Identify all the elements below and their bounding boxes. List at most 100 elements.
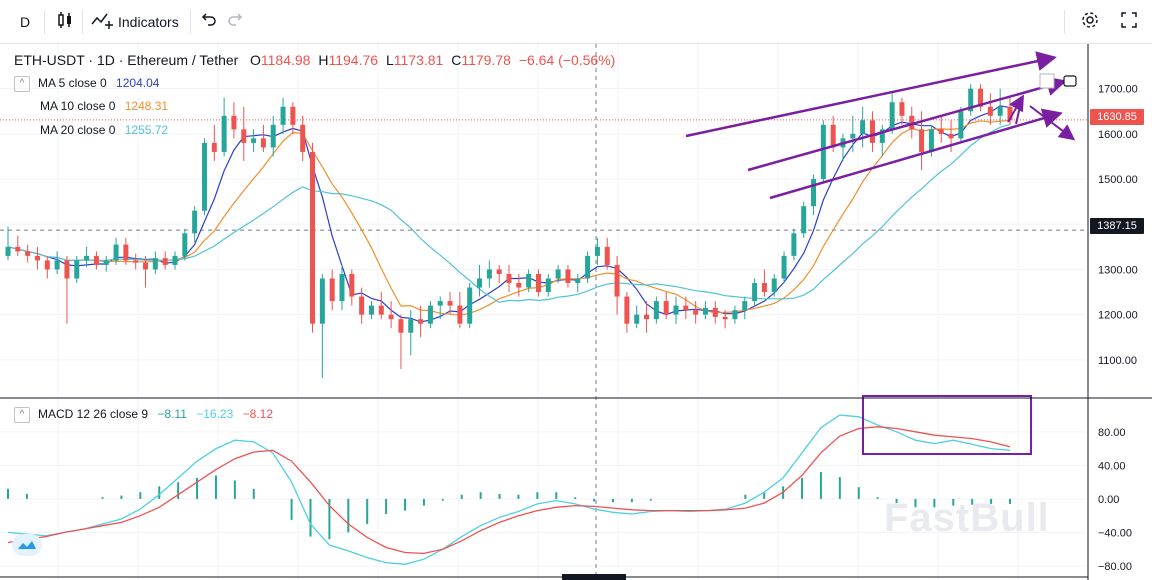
candle-body [310,151,316,324]
candle-body [398,319,404,333]
open-label: O [250,52,261,68]
candle-body [15,246,21,252]
scroll-down-icon [1039,73,1055,89]
candle-body [447,301,453,306]
interval-button[interactable]: D [20,14,31,30]
candle-body [172,255,178,265]
candle-body [329,278,335,302]
candle-body [25,251,31,256]
candle-body [752,283,758,302]
macd-tick-label: 0.00 [1098,494,1119,506]
open-value: 1184.98 [260,52,311,68]
price-tick-label: 1700.00 [1098,84,1138,96]
toolbar-divider [190,10,191,34]
redo-icon[interactable] [228,10,244,34]
candle-body [781,255,787,279]
candle-body [702,307,708,315]
ma5-value: 1204.04 [116,76,160,90]
candle-body [634,314,640,324]
candle-body [192,210,198,234]
bounce-arrow [1007,94,1025,123]
candle-body [44,260,50,270]
current-price-badge: 1630.85 [1090,109,1144,125]
trend-annotations [685,51,1076,455]
toolbar-divider [1064,10,1065,34]
visibility-toggle-icon[interactable]: ^ [14,75,30,92]
candle-body [978,88,984,107]
candle-body [820,124,826,180]
candle-body [251,138,257,143]
low-label: L [385,52,394,68]
candle-body [771,278,777,293]
symbol-title: ETH-USDT · 1D · Ethereum / Tether [14,52,239,68]
candle-body [732,310,738,320]
candle-body [506,273,512,284]
ma10-legend[interactable]: MA 10 close 0 1248.31 [40,97,168,115]
candle-body [850,133,856,139]
macd-line [7,414,1011,565]
high-value: 1194.76 [328,52,379,68]
price-tick-label: 1300.00 [1098,264,1138,276]
candle-body [5,246,11,256]
symbol-legend: ETH-USDT · 1D · Ethereum / Tether O1184.… [14,52,619,68]
candle-body [270,124,276,148]
candle-body [280,106,286,125]
candle-body [516,283,522,288]
ma10-label: MA 10 close 0 [40,99,116,113]
candle-body [477,278,483,288]
candle-body [644,314,650,320]
candle-body [624,296,630,324]
candle-body [693,310,699,315]
candle-body [241,129,247,143]
candle-body [968,88,974,112]
candle-body [359,296,365,315]
candle-body [919,129,925,152]
candle-body [143,262,149,270]
candle-body [879,129,885,143]
high-label: H [318,52,329,68]
candle-body [575,278,581,284]
undo-icon[interactable] [200,10,216,34]
candle-body [418,319,424,324]
close-value: 1179.78 [461,52,511,68]
candles-icon[interactable] [56,10,74,34]
indicators-icon[interactable] [90,10,114,34]
maximize-pane-icon [1063,75,1077,87]
signal-line [7,426,1011,555]
ma5-label: MA 5 close 0 [38,76,107,90]
candle-body [290,106,296,125]
settings-gear-icon[interactable] [1080,10,1100,34]
fullscreen-icon[interactable] [1120,10,1138,34]
candle-body [938,129,944,134]
candle-body [663,301,669,315]
candle-body [64,260,70,279]
macd-legend[interactable]: ^ MACD 12 26 close 9 −8.11 −16.23 −8.12 [14,405,273,423]
candle-body [408,319,414,333]
ma5-legend[interactable]: ^ MA 5 close 0 1204.04 [14,74,159,92]
candle-body [378,305,384,315]
candle-body [162,258,168,265]
tradingview-logo-icon[interactable] [12,534,42,556]
candle-body [830,124,836,148]
candle-body [653,301,659,320]
macd-label: MACD 12 26 close 9 [38,407,149,421]
macd-pane [7,414,1011,565]
indicators-button[interactable]: Indicators [118,14,179,30]
price-tick-label: 1600.00 [1098,129,1138,141]
visibility-toggle-icon[interactable]: ^ [14,406,30,423]
price-tick-label: 1500.00 [1098,174,1138,186]
price-chart[interactable]: 1700.001600.001500.001400.001300.001200.… [0,44,1152,580]
macd-tick-label: −40.00 [1098,527,1132,539]
candle-body [889,102,895,130]
candle-body [74,260,80,279]
ma10-value: 1248.31 [124,99,169,113]
close-label: C [451,52,462,68]
lower-trendline-arrow [769,108,1063,200]
candle-body [84,255,90,261]
candle-body [673,305,679,315]
candle-body [869,120,875,143]
ma20-legend[interactable]: MA 20 close 0 1255.72 [40,121,168,139]
candle-body [742,301,748,311]
candle-body [594,246,600,256]
macd-hist-value: −8.11 [157,407,187,421]
